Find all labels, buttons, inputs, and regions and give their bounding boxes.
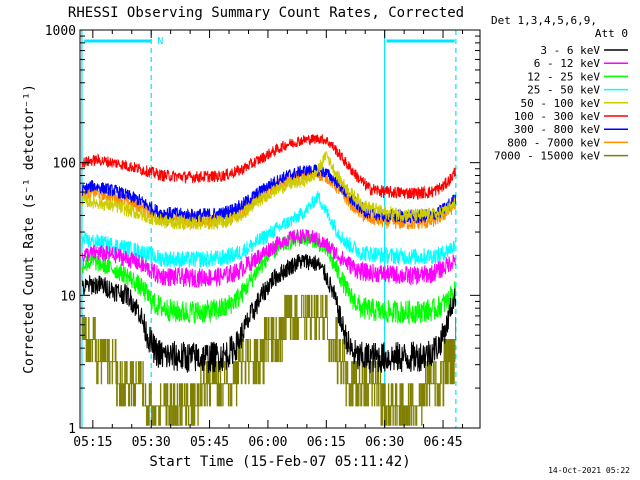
x-tick-label: 06:15 [307,435,346,450]
axes: 05:15 05:30 05:45 06:00 06:15 06:30 06:45 1 10 10… [45,24,480,450]
x-tick-label: 05:30 [132,435,171,450]
generation-timestamp: 14-Oct-2021 05:22 [548,466,630,475]
y-tick-label: 10 [60,289,76,304]
y-tick-label: 1 [68,422,76,437]
y-axis-label: Corrected Count Rate (s⁻¹ detector⁻¹) [22,84,37,374]
legend-header-line-2: Att 0 [595,27,628,40]
legend-entry-label: 3 - 6 keV [540,44,600,57]
y-tick-label: 100 [53,157,76,172]
legend-entry-label: 25 - 50 keV [527,84,600,97]
chart-title: RHESSI Observing Summary Count Rates, Co… [68,5,464,21]
plot-area: N [81,30,457,428]
plot-frame [79,29,481,429]
x-tick-label: 06:30 [365,435,404,450]
series-line [82,294,457,426]
legend-header-line-1: Det 1,3,4,5,6,9, [491,14,597,27]
series-line [81,229,457,288]
x-tick-label: 06:00 [248,435,287,450]
legend-entry-label: 50 - 100 keV [521,97,601,110]
series-line [81,253,457,374]
legend-entry-label: 100 - 300 keV [514,110,600,123]
x-axis-label: Start Time (15-Feb-07 05:11:42) [149,454,410,470]
x-tick-label: 05:45 [190,435,229,450]
x-tick-label: 06:45 [423,435,462,450]
series-line [81,190,456,269]
legend-entry-label: 300 - 800 keV [514,123,600,136]
legend-entry-label: 6 - 12 keV [534,57,601,70]
x-tick-label: 05:15 [73,435,112,450]
legend-entry-label: 7000 - 15000 keV [494,150,600,163]
night-marker-label: N [157,36,163,47]
y-tick-label: 1000 [45,24,76,39]
legend-entry-label: 800 - 7000 keV [507,136,600,149]
series-line [81,134,457,201]
series-line [81,151,457,231]
legend-entry-label: 12 - 25 keV [527,70,600,83]
